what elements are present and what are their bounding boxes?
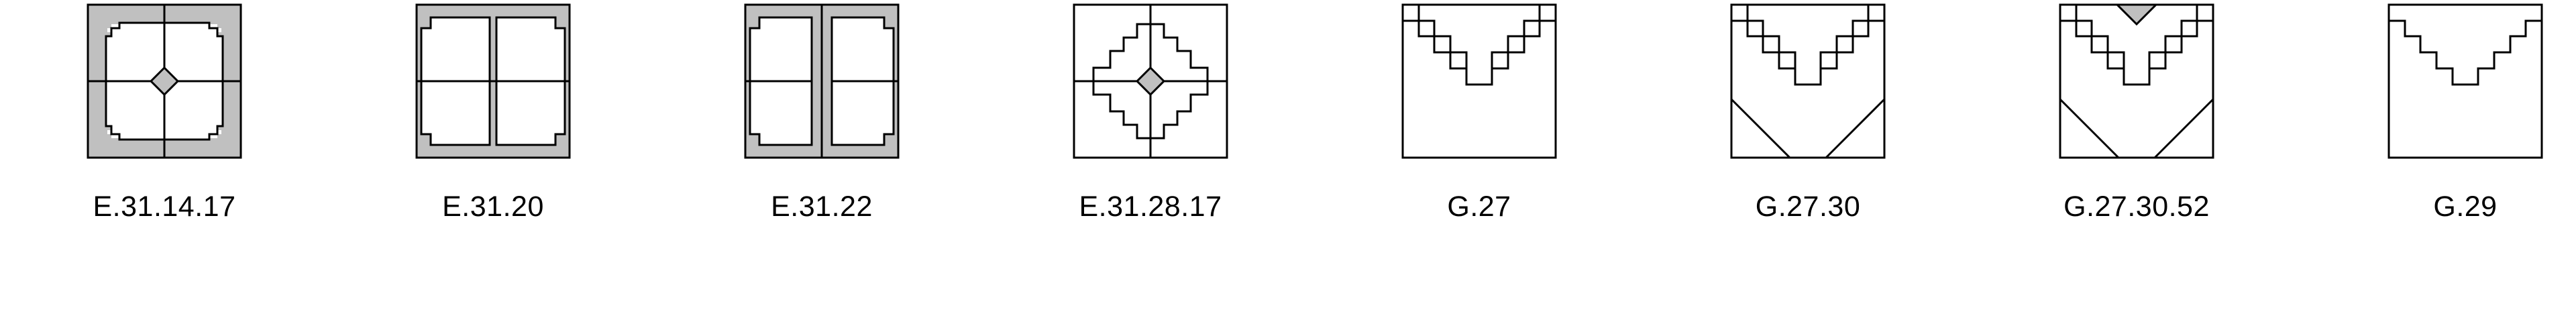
tile-g-27-30-icon: [1730, 3, 1886, 159]
tile-g-29-icon: [2387, 3, 2543, 159]
tile-g-27-30-52-icon: [2059, 3, 2214, 159]
tile-e-31-28-17: E.31.28.17: [1073, 3, 1228, 223]
tile-e-31-20: E.31.20: [415, 3, 571, 223]
tile-label: E.31.22: [771, 191, 873, 223]
tile-g-27-30-52: G.27.30.52: [2059, 3, 2214, 223]
tile-label: G.27: [1447, 191, 1511, 223]
tile-g-27: G.27: [1401, 3, 1557, 223]
tile-e-31-22-icon: [744, 3, 900, 159]
tile-label: E.31.20: [442, 191, 544, 223]
tile-label: E.31.14.17: [93, 191, 236, 223]
tile-e-31-14-17-icon: [87, 3, 242, 159]
tile-label: G.27.30: [1755, 191, 1861, 223]
tile-label: G.29: [2433, 191, 2498, 223]
tile-e-31-22: E.31.22: [744, 3, 900, 223]
tile-label: G.27.30.52: [2063, 191, 2210, 223]
tile-g-27-30: G.27.30: [1730, 3, 1886, 223]
tile-label: E.31.28.17: [1079, 191, 1222, 223]
tile-e-31-14-17: E.31.14.17: [87, 3, 242, 223]
tile-e-31-20-icon: [415, 3, 571, 159]
tile-e-31-28-17-icon: [1073, 3, 1228, 159]
tile-g-27-icon: [1401, 3, 1557, 159]
tile-g-29: G.29: [2387, 3, 2543, 223]
